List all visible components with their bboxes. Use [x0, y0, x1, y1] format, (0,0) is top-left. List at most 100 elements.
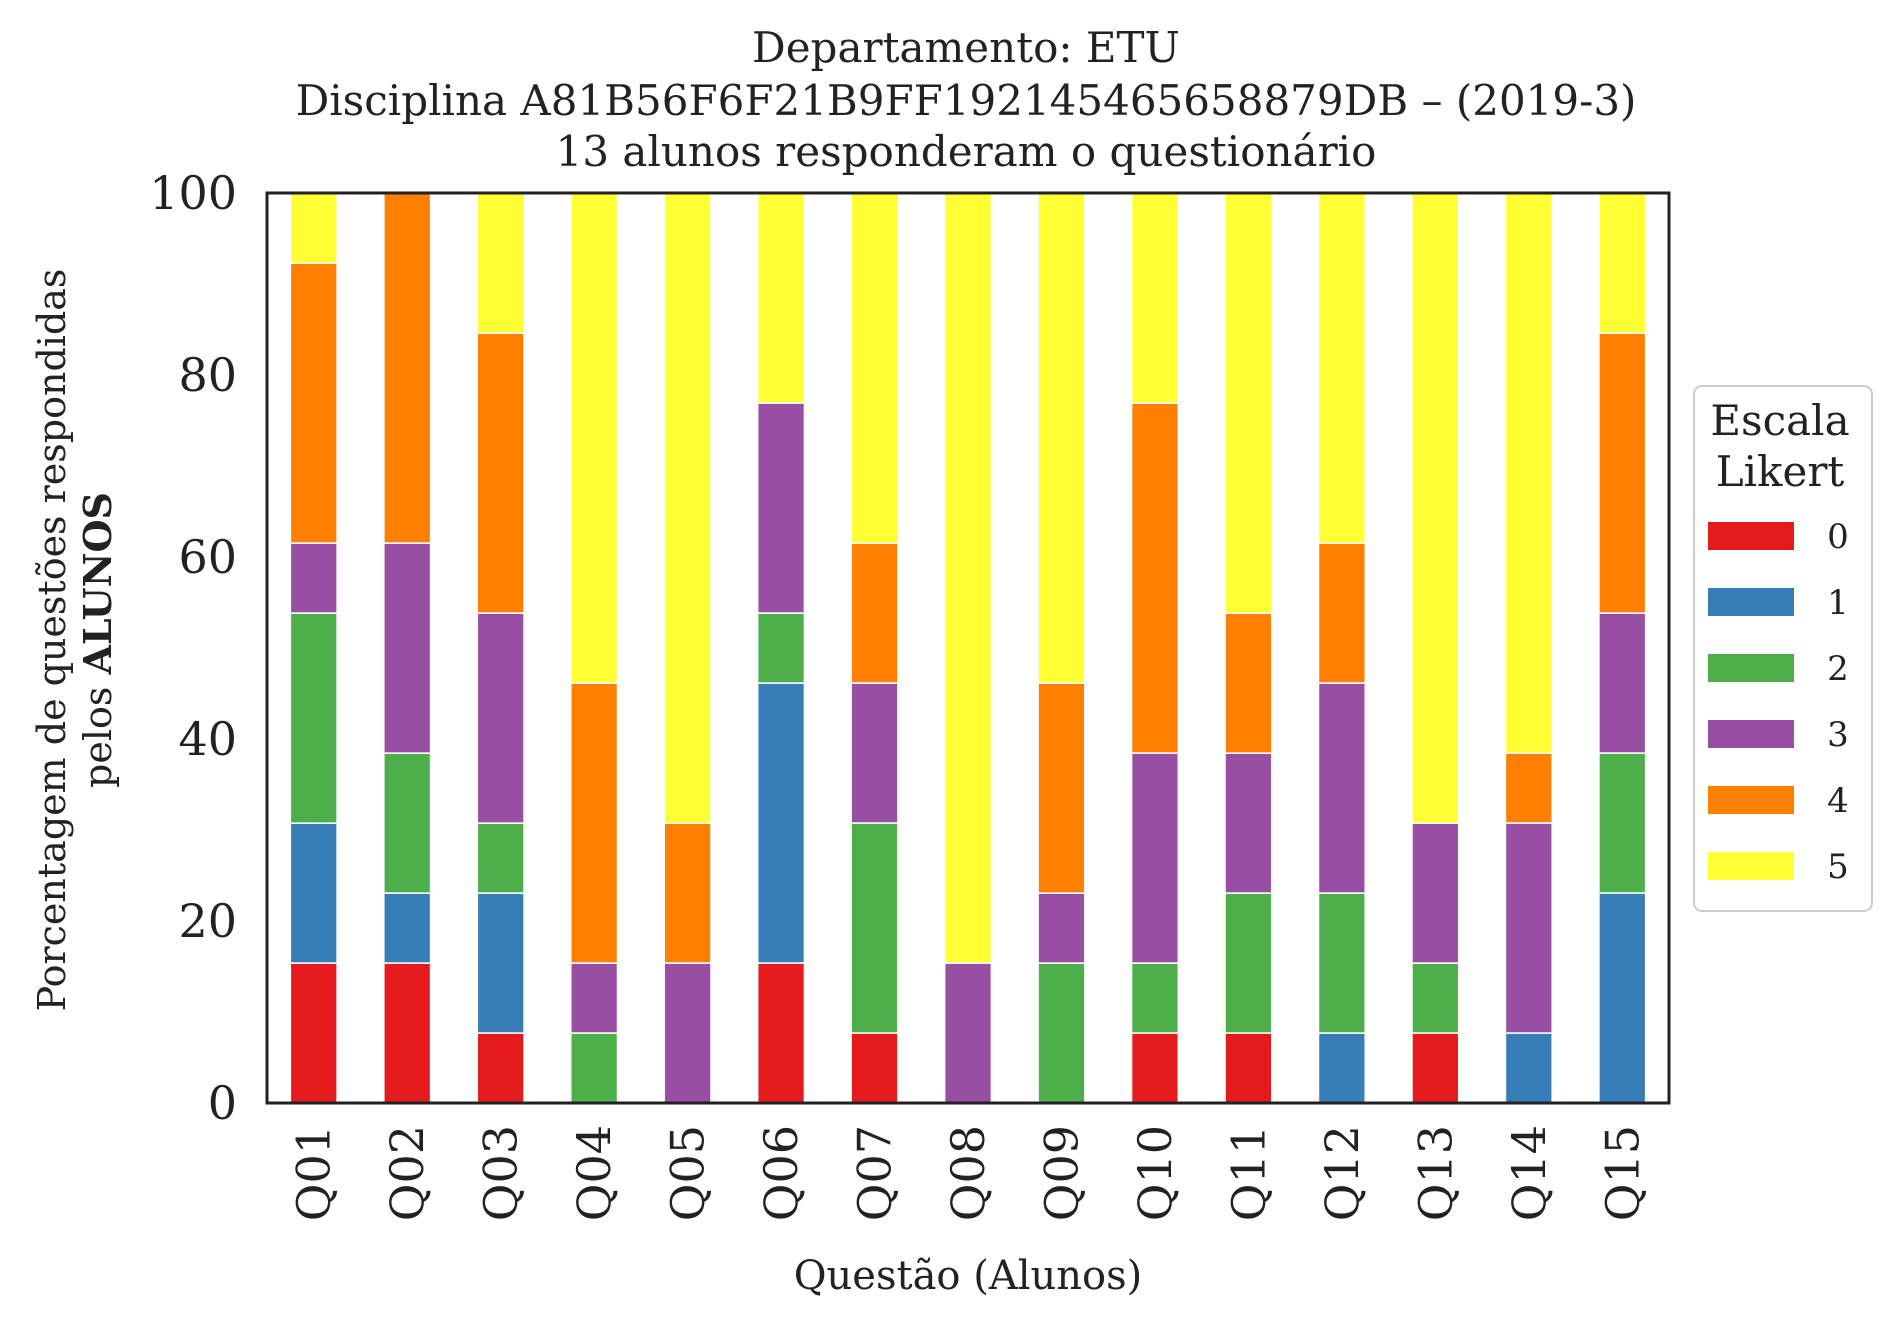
bar-q07-likert-5: [851, 193, 898, 543]
bar-q06-likert-5: [758, 193, 805, 403]
bar-q08-likert-5: [945, 193, 992, 963]
bar-q12-likert-2: [1319, 893, 1366, 1033]
bar-q10-likert-2: [1132, 963, 1179, 1033]
bar-q09-likert-2: [1038, 963, 1085, 1103]
legend-label-3: 3: [1827, 715, 1849, 755]
bar-q05-likert-3: [664, 963, 711, 1103]
bar-q06-likert-1: [758, 683, 805, 963]
bar-q06-likert-3: [758, 403, 805, 613]
x-tick-label-q11: Q11: [1221, 1125, 1275, 1221]
bar-q11-likert-0: [1225, 1033, 1272, 1103]
bar-q04-likert-5: [571, 193, 618, 683]
y-tick-label-0: 0: [208, 1076, 237, 1130]
legend-swatch-4: [1708, 786, 1794, 814]
bar-q06-likert-2: [758, 613, 805, 683]
legend-label-4: 4: [1827, 781, 1849, 821]
legend-title-line-2: Likert: [1716, 447, 1845, 496]
x-tick-label-q10: Q10: [1128, 1125, 1182, 1221]
bar-q03-likert-3: [477, 613, 524, 823]
x-tick-label-q09: Q09: [1034, 1125, 1088, 1221]
y-tick-label-80: 80: [178, 348, 237, 402]
legend-label-0: 0: [1827, 517, 1849, 557]
legend-swatch-1: [1708, 588, 1794, 616]
bar-q10-likert-4: [1132, 403, 1179, 753]
bar-q01-likert-4: [290, 263, 337, 543]
x-axis-label: Questão (Alunos): [794, 1253, 1143, 1299]
bar-q09-likert-4: [1038, 683, 1085, 893]
bar-q10-likert-3: [1132, 753, 1179, 963]
bar-q01-likert-5: [290, 193, 337, 263]
bar-q11-likert-4: [1225, 613, 1272, 753]
legend-title-line-1: Escala: [1710, 396, 1849, 445]
y-axis-label: Porcentagem de questões respondidas pelo…: [30, 269, 120, 1012]
bar-q15-likert-4: [1599, 333, 1646, 613]
legend-swatch-2: [1708, 654, 1794, 682]
x-tick-label-q15: Q15: [1595, 1125, 1649, 1221]
bar-q02-likert-2: [384, 753, 431, 893]
y-ticks: 0 20 40 60 80 100: [149, 166, 237, 1130]
bar-q07-likert-4: [851, 543, 898, 683]
title-line-3: 13 alunos responderam o questionário: [556, 127, 1377, 176]
bar-q12-likert-1: [1319, 1033, 1366, 1103]
bar-q02-likert-1: [384, 893, 431, 963]
legend-swatch-0: [1708, 522, 1794, 550]
bar-q15-likert-5: [1599, 193, 1646, 333]
bar-q01-likert-0: [290, 963, 337, 1103]
bar-q08-likert-3: [945, 963, 992, 1103]
bar-q07-likert-2: [851, 823, 898, 1033]
y-tick-label-40: 40: [178, 712, 237, 766]
legend-label-1: 1: [1827, 583, 1849, 623]
bar-q03-likert-4: [477, 333, 524, 613]
x-tick-label-q08: Q08: [941, 1125, 995, 1221]
y-axis-label-line-1: Porcentagem de questões respondidas: [30, 269, 74, 1012]
bar-q03-likert-2: [477, 823, 524, 893]
x-tick-label-q03: Q03: [474, 1125, 528, 1221]
x-tick-label-q07: Q07: [848, 1125, 902, 1221]
bar-q07-likert-3: [851, 683, 898, 823]
bar-q09-likert-3: [1038, 893, 1085, 963]
bar-q01-likert-1: [290, 823, 337, 963]
bar-q15-likert-2: [1599, 753, 1646, 893]
bar-q15-likert-3: [1599, 613, 1646, 753]
bar-q07-likert-0: [851, 1033, 898, 1103]
bar-q14-likert-3: [1505, 823, 1552, 1033]
x-tick-label-q02: Q02: [380, 1125, 434, 1221]
y-tick-label-60: 60: [178, 530, 237, 584]
x-tick-label-q04: Q04: [567, 1125, 621, 1221]
chart-title: Departamento: ETU Disciplina A81B56F6F21…: [296, 23, 1637, 176]
bar-q02-likert-4: [384, 193, 431, 543]
y-axis-label-bold: ALUNOS: [75, 492, 120, 676]
legend-label-2: 2: [1827, 649, 1849, 689]
bar-q06-likert-0: [758, 963, 805, 1103]
bar-q13-likert-0: [1412, 1033, 1459, 1103]
bar-q14-likert-1: [1505, 1033, 1552, 1103]
y-axis-label-prefix: pelos: [76, 675, 120, 788]
bar-q05-likert-5: [664, 193, 711, 823]
x-ticks: Q01 Q02 Q03 Q04 Q05 Q06 Q07 Q08 Q09 Q10 Q11 Q12 Q13 Q…: [287, 1125, 1650, 1221]
legend-label-5: 5: [1827, 847, 1849, 887]
bar-q01-likert-3: [290, 543, 337, 613]
bar-q02-likert-3: [384, 543, 431, 753]
bar-q13-likert-2: [1412, 963, 1459, 1033]
title-line-1: Departamento: ETU: [752, 23, 1180, 72]
bar-q15-likert-1: [1599, 893, 1646, 1103]
x-tick-label-q13: Q13: [1408, 1125, 1462, 1221]
bar-q09-likert-5: [1038, 193, 1085, 683]
bar-q04-likert-2: [571, 1033, 618, 1103]
x-tick-label-q05: Q05: [661, 1125, 715, 1221]
bar-q03-likert-0: [477, 1033, 524, 1103]
bar-q12-likert-5: [1319, 193, 1366, 543]
bar-q05-likert-4: [664, 823, 711, 963]
bars-group: [290, 193, 1645, 1103]
x-tick-label-q12: Q12: [1315, 1125, 1369, 1221]
bar-q04-likert-4: [571, 683, 618, 963]
bar-q14-likert-5: [1505, 193, 1552, 753]
bar-q04-likert-3: [571, 963, 618, 1033]
bar-q11-likert-2: [1225, 893, 1272, 1033]
legend-swatch-5: [1708, 852, 1794, 880]
y-tick-label-20: 20: [178, 894, 237, 948]
bar-q03-likert-5: [477, 193, 524, 333]
bar-q14-likert-4: [1505, 753, 1552, 823]
bar-q02-likert-0: [384, 963, 431, 1103]
legend: Escala Likert 0 1 2 3 4 5: [1694, 386, 1872, 911]
